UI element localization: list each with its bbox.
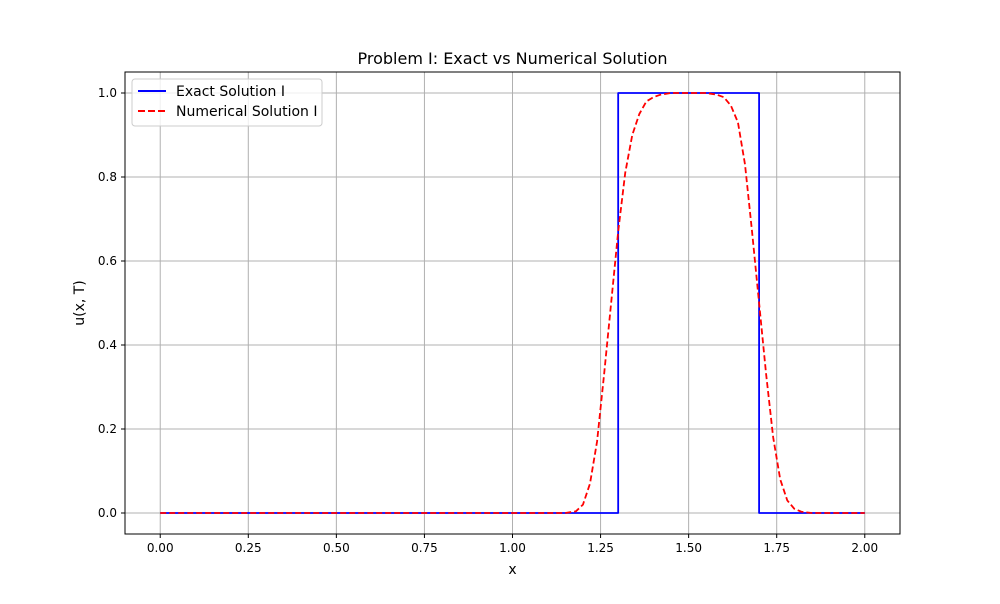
x-tick-label: 0.00 (147, 541, 174, 555)
y-tick-label: 0.2 (98, 422, 117, 436)
x-tick-label: 1.75 (763, 541, 790, 555)
x-tick-label: 2.00 (851, 541, 878, 555)
x-tick-label: 0.75 (411, 541, 438, 555)
numerical-solution-line (160, 92, 865, 514)
y-axis-label: u(x, T) (72, 280, 88, 326)
x-tick-label: 0.50 (323, 541, 350, 555)
legend-box (131, 78, 323, 127)
legend: Exact Solution I Numerical Solution I (131, 78, 323, 127)
chart-title: Problem I: Exact vs Numerical Solution (358, 49, 668, 68)
x-tick-label: 1.25 (587, 541, 614, 555)
x-tick-label: 1.00 (499, 541, 526, 555)
y-tick-label: 0.8 (98, 170, 117, 184)
series-layer (160, 92, 865, 514)
y-tick-label: 0.0 (98, 506, 117, 520)
y-tick-label: 0.6 (98, 254, 117, 268)
x-tick-label: 0.25 (235, 541, 262, 555)
x-axis-label: x (508, 562, 516, 578)
ticks: 0.00 0.25 0.50 0.75 1.00 1.25 1.50 1.75 2.00 0.0 0… (98, 86, 878, 555)
legend-label-exact: Exact Solution I (176, 84, 285, 100)
x-tick-label: 1.50 (675, 541, 702, 555)
y-tick-label: 0.4 (98, 338, 117, 352)
y-tick-label: 1.0 (98, 86, 117, 100)
legend-label-numerical: Numerical Solution I (176, 104, 317, 120)
